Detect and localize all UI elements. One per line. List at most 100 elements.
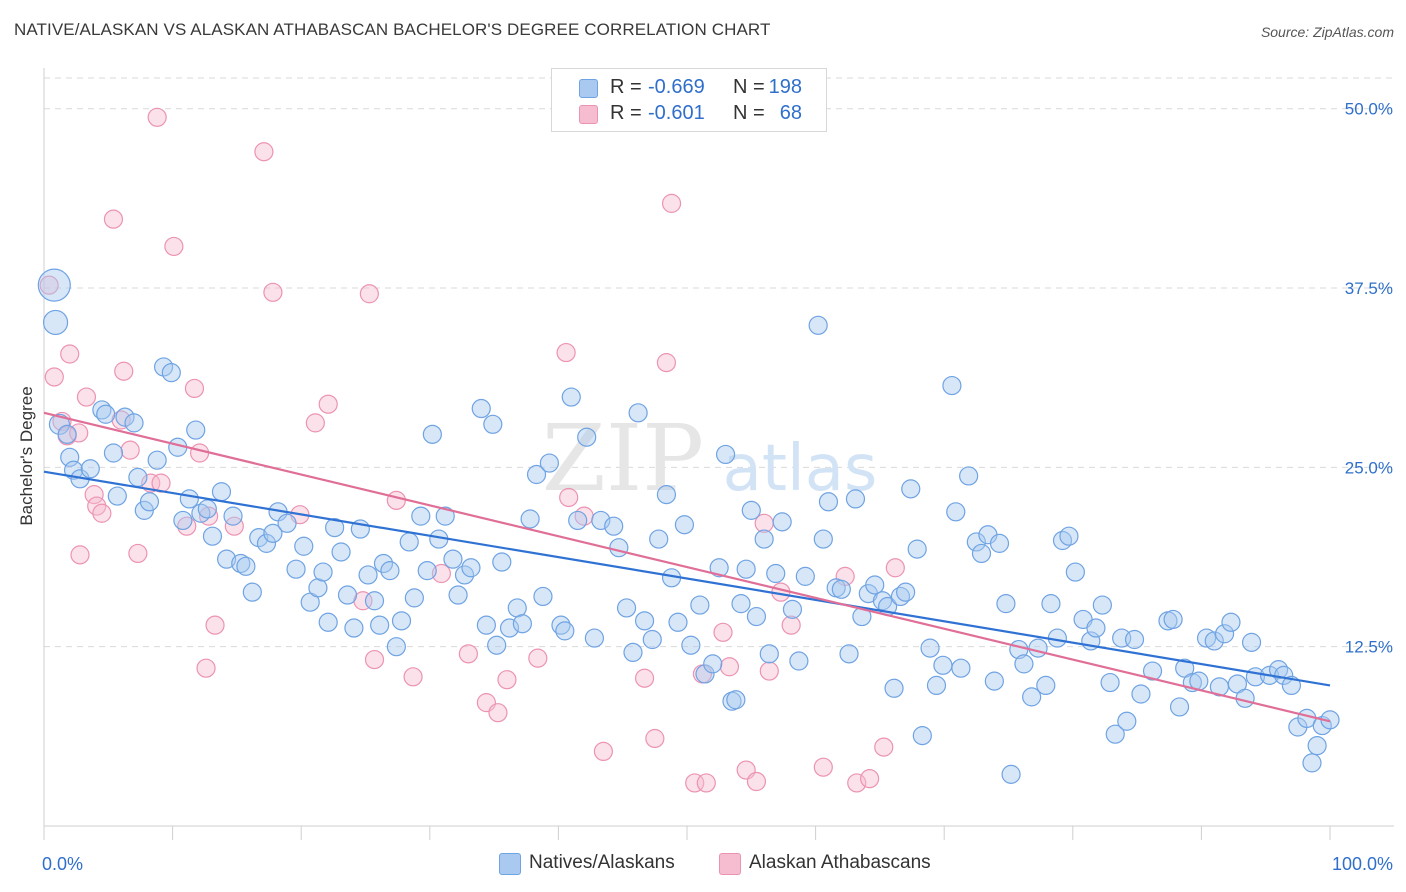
point-natives: [831, 579, 851, 599]
point-natives: [179, 489, 199, 509]
y-tick-label: 12.5%: [1345, 638, 1393, 657]
point-natives: [813, 529, 833, 549]
point-athabascans: [70, 545, 90, 565]
point-athabascans: [874, 737, 894, 757]
point-athabascans: [60, 344, 80, 364]
point-natives: [736, 559, 756, 579]
point-natives: [959, 466, 979, 486]
series-alaskan-athabascans: [39, 107, 905, 793]
point-natives: [128, 467, 148, 487]
point-natives: [223, 506, 243, 526]
series-natives-alaskans: [37, 268, 1340, 784]
point-natives: [754, 529, 774, 549]
point-athabascans: [431, 563, 451, 584]
point-athabascans: [120, 440, 140, 460]
point-natives: [1142, 661, 1163, 681]
point-natives: [971, 543, 992, 564]
point-athabascans: [128, 543, 148, 564]
r-label: R =: [610, 102, 642, 124]
point-athabascans: [781, 615, 801, 635]
point-natives: [186, 420, 206, 440]
point-natives: [37, 268, 71, 302]
point-athabascans: [634, 668, 655, 688]
point-natives: [1086, 618, 1106, 638]
point-natives: [709, 558, 729, 578]
point-natives: [147, 450, 167, 470]
point-natives: [380, 561, 400, 581]
point-natives: [318, 612, 338, 632]
point-athabascans: [305, 413, 325, 433]
point-athabascans: [593, 741, 614, 762]
point-natives: [1092, 595, 1112, 615]
point-natives: [604, 516, 624, 536]
correlation-legend: R = -0.669 N = 198 R = -0.601 N = 68: [551, 68, 827, 132]
point-natives: [325, 517, 345, 538]
point-natives: [766, 563, 786, 584]
point-natives: [839, 644, 859, 664]
point-natives: [808, 315, 828, 335]
point-natives: [872, 591, 893, 611]
point-natives: [197, 499, 217, 519]
point-natives: [422, 424, 442, 444]
point-natives: [1065, 562, 1085, 582]
point-natives: [1163, 609, 1183, 630]
point-natives: [1196, 628, 1217, 648]
point-athabascans: [103, 209, 124, 229]
point-natives: [1131, 684, 1151, 704]
point-natives: [623, 642, 643, 663]
point-natives: [951, 658, 971, 678]
point-athabascans: [39, 275, 59, 295]
point-natives: [996, 594, 1016, 614]
point-natives: [926, 675, 947, 696]
point-natives: [539, 453, 559, 473]
point-natives: [1241, 632, 1262, 652]
point-athabascans: [813, 757, 833, 777]
point-natives: [942, 375, 962, 396]
point-natives: [103, 443, 124, 463]
point-athabascans: [559, 487, 579, 508]
point-natives: [461, 558, 481, 578]
swatch-pink: [579, 105, 598, 124]
point-natives: [1117, 711, 1137, 731]
point-natives: [370, 615, 390, 635]
point-natives: [741, 500, 761, 520]
point-natives: [471, 398, 491, 419]
point-natives: [649, 529, 669, 549]
point-natives: [726, 690, 746, 710]
watermark-zip: ZIP: [542, 405, 704, 512]
point-natives: [674, 515, 695, 535]
point-natives: [1100, 672, 1120, 693]
point-natives: [731, 594, 751, 614]
point-natives: [616, 598, 637, 618]
legend-swatch-pink: [719, 853, 741, 875]
y-axis-label: Bachelor's Degree: [17, 386, 36, 526]
point-natives: [896, 582, 916, 602]
point-natives: [634, 611, 655, 631]
point-athabascans: [661, 193, 682, 213]
point-natives: [202, 526, 223, 546]
point-natives: [1022, 687, 1042, 707]
point-athabascans: [224, 516, 244, 536]
point-athabascans: [645, 728, 665, 749]
point-athabascans: [528, 648, 548, 668]
point-natives: [286, 559, 306, 579]
point-natives: [966, 532, 986, 552]
point-natives: [231, 553, 251, 574]
point-natives: [1041, 594, 1061, 614]
y-tick-label: 50.0%: [1345, 100, 1393, 119]
point-athabascans: [847, 773, 867, 793]
point-natives: [48, 413, 71, 435]
point-natives: [277, 513, 297, 533]
x-tick-label-min: 0.0%: [42, 854, 83, 874]
point-natives: [42, 309, 69, 336]
point-natives: [1059, 526, 1079, 546]
point-athabascans: [199, 506, 219, 526]
point-athabascans: [696, 773, 716, 793]
watermark-atlas: atlas: [723, 432, 878, 506]
point-athabascans: [114, 361, 134, 381]
point-natives: [211, 482, 232, 502]
point-natives: [448, 585, 468, 605]
point-natives: [256, 533, 277, 553]
point-natives: [933, 655, 953, 675]
point-natives: [454, 565, 475, 585]
